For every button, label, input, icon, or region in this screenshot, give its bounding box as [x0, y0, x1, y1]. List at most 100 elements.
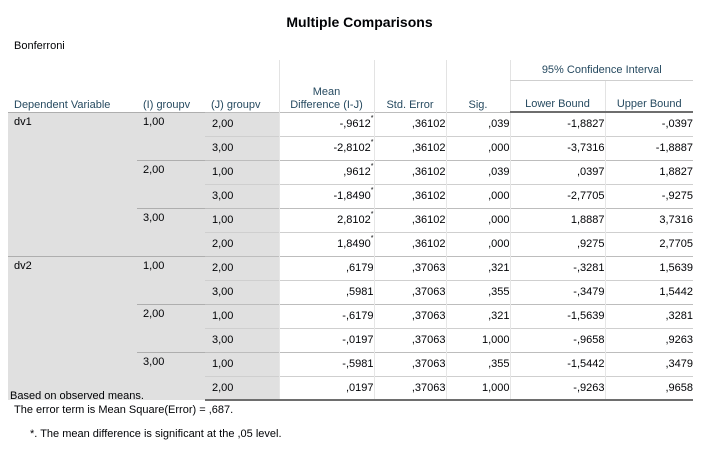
i-group-cell: 1,00 — [137, 255, 205, 304]
upper-bound-cell: 1,5639 — [604, 255, 693, 280]
sig-cell: ,000 — [445, 207, 510, 232]
header-dependent-variable: Dependent Variable — [14, 98, 111, 111]
lower-bound-cell: -1,5639 — [509, 303, 605, 328]
upper-bound-cell: -,0397 — [604, 111, 693, 136]
mean-difference-value: ,9612 — [343, 166, 371, 178]
j-group-cell: 3,00 — [205, 279, 279, 304]
sig-cell: ,355 — [445, 351, 510, 376]
sig-cell: 1,000 — [445, 375, 510, 401]
mean-difference-value: -,5981 — [342, 358, 374, 370]
sig-cell: ,355 — [445, 279, 510, 304]
mean-difference-value: 1,8490 — [337, 238, 371, 250]
sig-cell: ,321 — [445, 255, 510, 280]
dependent-variable-cell: dv1 — [8, 111, 137, 256]
i-group-cell: 2,00 — [137, 303, 205, 352]
table-row: dv2 1,00 2,00,6179,37063,321 -,3281 1,5639 — [8, 255, 693, 400]
lower-bound-cell: -,9263 — [509, 375, 605, 401]
method-subtitle: Bonferroni — [14, 40, 65, 52]
lower-bound-cell: -1,8827 — [509, 111, 605, 136]
sig-cell: ,000 — [445, 231, 510, 256]
j-group-cell: 1,00 — [205, 351, 279, 376]
upper-bound-cell: 1,8827 — [604, 159, 693, 184]
mean-difference-value: -,6179 — [342, 310, 374, 322]
mean-difference-value: ,6179 — [345, 262, 374, 274]
mean-difference-cell: -2,8102* — [278, 135, 374, 160]
table-row: 3,00 -,0197,37063 1,000 -,9658,9263 — [8, 327, 693, 352]
mean-difference-cell: 2,8102* — [278, 207, 374, 232]
std-error-cell: ,36102 — [373, 231, 446, 256]
table-row: 2,00 1,00,9612* ,36102,039,0397 1,8827 — [8, 159, 693, 208]
table-row: 3,00 -1,8490* ,36102,000 -2,7705 -,9275 — [8, 183, 693, 208]
mean-difference-cell: ,9612* — [278, 159, 374, 184]
mean-difference-cell: ,0197 — [278, 375, 374, 401]
mean-difference-cell: -,6179 — [278, 303, 374, 328]
std-error-cell: ,36102 — [373, 159, 446, 184]
sig-cell: ,039 — [445, 159, 510, 184]
sig-cell: 1,000 — [445, 327, 510, 352]
upper-bound-cell: ,9263 — [604, 327, 693, 352]
significance-marker: * — [370, 187, 374, 194]
multiple-comparisons-table: Dependent Variable (I) groupv (J) groupv… — [8, 60, 693, 401]
header-confidence-interval: 95% Confidence Interval — [509, 60, 693, 81]
mean-difference-value: ,5981 — [345, 286, 374, 298]
upper-bound-cell: ,3281 — [604, 303, 693, 328]
std-error-cell: ,36102 — [373, 183, 446, 208]
mean-difference-value: 2,8102 — [337, 214, 371, 226]
mean-difference-value: -2,8102 — [333, 142, 371, 154]
sig-cell: ,000 — [445, 183, 510, 208]
upper-bound-cell: 1,5442 — [604, 279, 693, 304]
i-group-cell: 3,00 — [137, 207, 205, 256]
std-error-cell: ,36102 — [373, 111, 446, 136]
lower-bound-cell: -2,7705 — [509, 183, 605, 208]
std-error-cell: ,37063 — [373, 327, 446, 352]
std-error-cell: ,36102 — [373, 135, 446, 160]
lower-bound-cell: ,9275 — [509, 231, 605, 256]
table-row: 2,00 1,00 -,6179 ,37063,321 -1,5639,3281 — [8, 303, 693, 352]
sig-cell: ,321 — [445, 303, 510, 328]
mean-difference-cell: ,6179 — [278, 255, 374, 280]
significance-marker: * — [370, 163, 374, 170]
j-group-cell: 1,00 — [205, 207, 279, 232]
std-error-cell: ,37063 — [373, 375, 446, 401]
header-sig: Sig. — [445, 60, 510, 112]
mean-difference-value: -,0197 — [342, 334, 374, 346]
mean-difference-value: -,9612 — [339, 118, 371, 130]
upper-bound-cell: -1,8887 — [604, 135, 693, 160]
lower-bound-cell: 1,8887 — [509, 207, 605, 232]
std-error-cell: ,37063 — [373, 279, 446, 304]
table-row: 3,00 1,00 2,8102* ,36102,000 1,8887 3,7316 — [8, 207, 693, 256]
footnote-observed-means: Based on observed means. — [10, 390, 144, 402]
lower-bound-cell: -3,7316 — [509, 135, 605, 160]
j-group-cell: 1,00 — [205, 159, 279, 184]
mean-difference-cell: ,5981 — [278, 279, 374, 304]
table-row: 2,00 1,8490* ,36102,000,9275 2,7705 — [8, 231, 693, 256]
header-i-group: (I) groupv — [143, 98, 191, 111]
header-upper-bound: Upper Bound — [604, 80, 693, 113]
footnote-significance: *. The mean difference is significant at… — [30, 428, 282, 440]
significance-marker: * — [370, 211, 374, 218]
mean-difference-cell: -1,8490* — [278, 183, 374, 208]
upper-bound-cell: 3,7316 — [604, 207, 693, 232]
table-row: dv1 1,00 2,00 -,9612* ,36102,039 -1,8827 -,039… — [8, 111, 693, 256]
mean-difference-cell: 1,8490* — [278, 231, 374, 256]
table-title: Multiple Comparisons — [286, 14, 433, 30]
significance-marker: * — [370, 115, 374, 122]
j-group-cell: 1,00 — [205, 303, 279, 328]
mean-difference-value: ,0197 — [345, 381, 374, 394]
mean-difference-value: -1,8490 — [333, 190, 371, 202]
sig-cell: ,039 — [445, 111, 510, 136]
table-row: 2,00 ,0197,37063 1,000 -,9263,9658 — [8, 375, 693, 401]
table-row: 3,00 ,5981,37063,355 -,3479 1,5442 — [8, 279, 693, 304]
std-error-cell: ,36102 — [373, 207, 446, 232]
header-j-group: (J) groupv — [211, 98, 261, 111]
j-group-cell: 2,00 — [205, 375, 279, 401]
j-group-cell: 2,00 — [205, 255, 279, 280]
i-group-cell: 2,00 — [137, 159, 205, 208]
std-error-cell: ,37063 — [373, 255, 446, 280]
j-group-cell: 3,00 — [205, 135, 279, 160]
header-mean-difference: Mean Difference (I-J) — [278, 60, 374, 112]
mean-difference-cell: -,0197 — [278, 327, 374, 352]
mean-difference-cell: -,5981 — [278, 351, 374, 376]
dependent-variable-cell: dv2 — [8, 255, 137, 400]
upper-bound-cell: 2,7705 — [604, 231, 693, 256]
